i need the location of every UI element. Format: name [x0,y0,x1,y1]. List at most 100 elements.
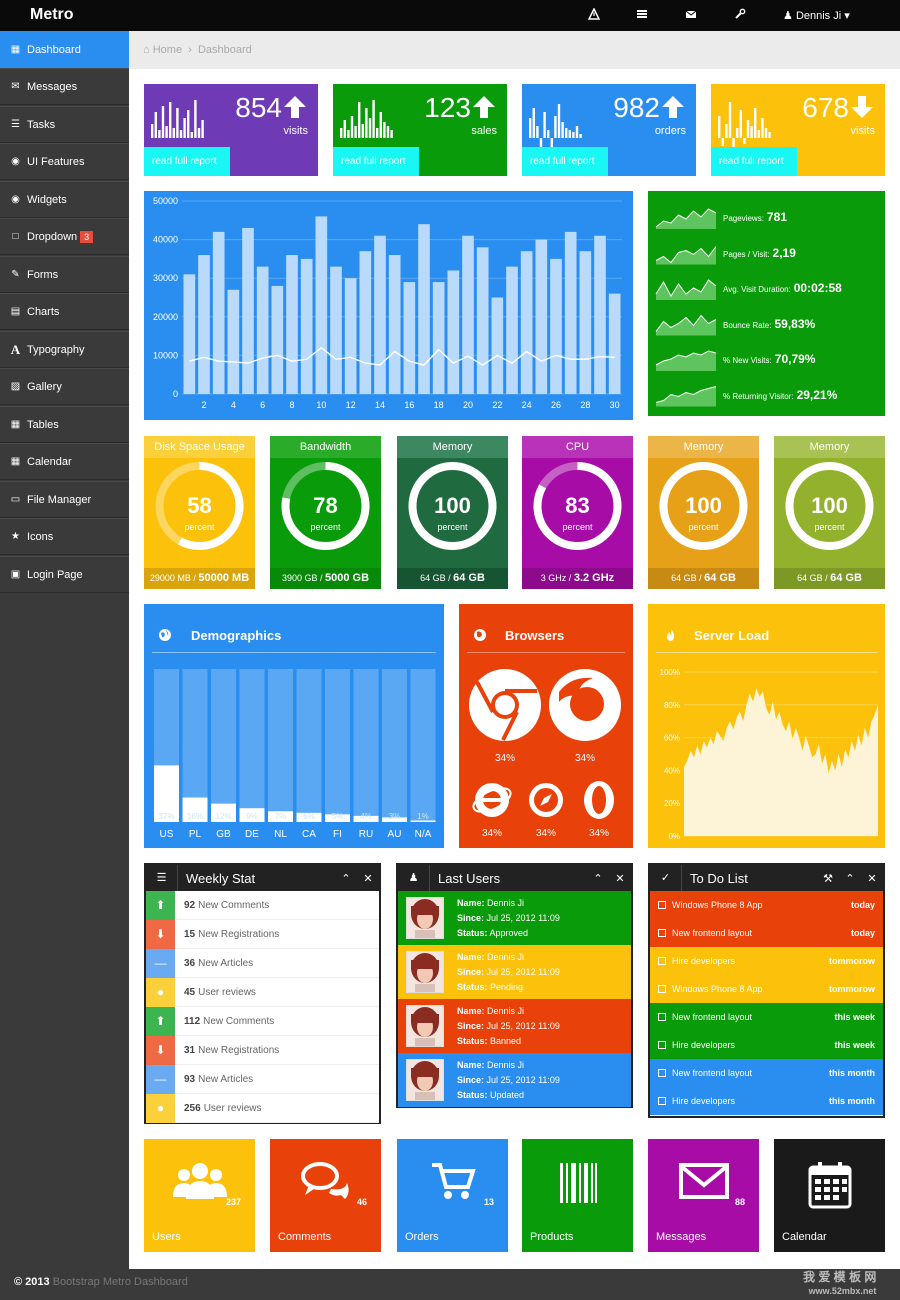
todo-item[interactable]: Hire developers this week [650,1031,883,1059]
brand-logo[interactable]: Metro [30,6,74,23]
spark-bar [550,138,553,148]
tile-orders[interactable]: 13 Orders [397,1139,508,1252]
traffic-label: Pageviews: [723,214,764,223]
sidebar-item-ui-features[interactable]: ◉ UI Features [0,143,129,180]
user-row[interactable]: Name: Dennis Ji Since: Jul 25, 2012 11:09… [398,1053,631,1107]
close-icon[interactable]: ✕ [867,872,877,885]
tile-messages[interactable]: 88 Messages [648,1139,759,1252]
todo-checkbox[interactable] [658,1069,666,1077]
gauge-ring [155,462,244,550]
gauge-value: 83 [565,493,590,518]
gauge-ring [785,462,874,550]
avatar[interactable] [406,897,444,939]
sidebar-item-icons[interactable]: ★ Icons [0,518,129,555]
read-full-report-link[interactable]: read full report [333,147,419,176]
collapse-icon[interactable]: ⌃ [845,872,855,885]
gauge-fill [533,462,622,550]
avatar[interactable] [406,951,444,993]
todo-item[interactable]: New frontend layout today [650,919,883,947]
demo-country-label: N/A [415,829,432,840]
user-row[interactable]: Name: Dennis Ji Since: Jul 25, 2012 11:09… [398,891,631,945]
read-full-report-link[interactable]: read full report [522,147,608,176]
todo-item[interactable]: New frontend layout this week [650,1003,883,1031]
spark-bar [568,130,571,138]
todo-item[interactable]: Hire developers tommorow [650,947,883,975]
user-info: Name: Dennis Ji Since: Jul 25, 2012 11:09… [457,950,560,995]
tile-products[interactable]: Products [522,1139,633,1252]
tile-comments[interactable]: 46 Comments [270,1139,381,1252]
footer-link[interactable]: Bootstrap Metro Dashboard [52,1276,188,1288]
read-full-report-link[interactable]: read full report [144,147,230,176]
close-icon[interactable]: ✕ [615,872,625,885]
user-field-label: Name: [457,1060,485,1070]
traffic-value: 29,21% [796,387,838,402]
todo-checkbox[interactable] [658,901,666,909]
sidebar: ▦ Dashboard ✉ Messages ☰ Tasks ◉ UI Features… [0,31,129,1269]
todo-checkbox[interactable] [658,1097,666,1105]
todo-checkbox[interactable] [658,929,666,937]
collapse-icon[interactable]: ⌃ [341,872,351,885]
todo-item[interactable]: Hire developers this month [650,1087,883,1115]
sidebar-item-tasks[interactable]: ☰ Tasks [0,106,129,143]
y-tick-label: 80% [664,701,680,710]
sidebar-item-widgets[interactable]: ◉ Widgets [0,181,129,218]
demo-bar [211,803,236,822]
user-menu[interactable]: ♟ Dennis Ji ▾ [783,9,850,22]
tasks-icon[interactable] [635,8,649,22]
dropdown-badge: 3 [80,230,94,243]
sidebar-item-dropdown[interactable]: □ Dropdown 3 [0,218,129,255]
x-tick-label: 12 [346,400,356,410]
avatar[interactable] [406,1059,444,1101]
todo-title: To Do List [690,870,748,886]
sidebar-item-tables[interactable]: ▦ Tables [0,406,129,443]
todo-checkbox[interactable] [658,1013,666,1021]
sidebar-item-gallery[interactable]: ▨ Gallery [0,368,129,405]
todo-checkbox[interactable] [658,1041,666,1049]
demo-bar [382,817,407,822]
avatar[interactable] [406,1005,444,1047]
sidebar-item-dashboard[interactable]: ▦ Dashboard [0,31,129,68]
user-field-label: Since: [457,1021,485,1031]
sidebar-item-file-manager[interactable]: ▭ File Manager [0,481,129,518]
sidebar-item-charts[interactable]: ▤ Charts [0,293,129,330]
user-row[interactable]: Name: Dennis Ji Since: Jul 25, 2012 11:09… [398,999,631,1053]
close-icon[interactable]: ✕ [363,872,373,885]
tasks-icon: ☰ [11,119,20,130]
tile-calendar[interactable]: Calendar [774,1139,885,1252]
sidebar-item-forms[interactable]: ✎ Forms [0,256,129,293]
read-full-report-link[interactable]: read full report [711,147,797,176]
gauge-footer: 64 GB / 64 GB [648,568,759,589]
weekly-count: 256 [184,1102,201,1114]
demo-bar [268,811,293,822]
sidebar-item-typography[interactable]: A Typography [0,331,129,368]
weekly-stat-title: Weekly Stat [186,870,256,886]
sidebar-item-messages[interactable]: ✉ Messages [0,68,129,105]
gauge-title: Memory [774,436,885,458]
tile-users[interactable]: 237 Users [144,1139,255,1252]
todo-item[interactable]: Windows Phone 8 App tommorow [650,975,883,1003]
spark-bar [361,124,364,138]
wrench-icon[interactable] [733,8,747,22]
breadcrumb-home[interactable]: Home [152,44,183,56]
todo-checkbox[interactable] [658,957,666,965]
wrench-icon[interactable]: ⚒ [823,872,833,885]
todo-checkbox[interactable] [658,985,666,993]
todo-item[interactable]: Windows Phone 8 App today [650,891,883,919]
sparkline-area [656,315,716,336]
gauge-fill [785,462,874,550]
todo-item[interactable]: New frontend layout this month [650,1059,883,1087]
user-row[interactable]: Name: Dennis Ji Since: Jul 25, 2012 11:09… [398,945,631,999]
warning-icon[interactable] [587,7,601,22]
traffic-label: % New Visits: [723,356,772,365]
sidebar-item-calendar[interactable]: ▦ Calendar [0,443,129,480]
collapse-icon[interactable]: ⌃ [593,872,603,885]
sparkline-line [655,246,717,264]
top-navbar: Metro ♟ Dennis Ji ▾ [0,0,900,31]
weekly-stat-header: ☰ Weekly Stat ⌃ ✕ [146,865,379,891]
bar [198,255,210,394]
envelope-icon[interactable] [684,8,698,22]
divider [467,652,625,653]
spark-bar [161,106,165,138]
todo-header: ✓ To Do List ⚒ ⌃ ✕ [650,865,883,891]
sidebar-item-login-page[interactable]: ▣ Login Page [0,556,129,593]
